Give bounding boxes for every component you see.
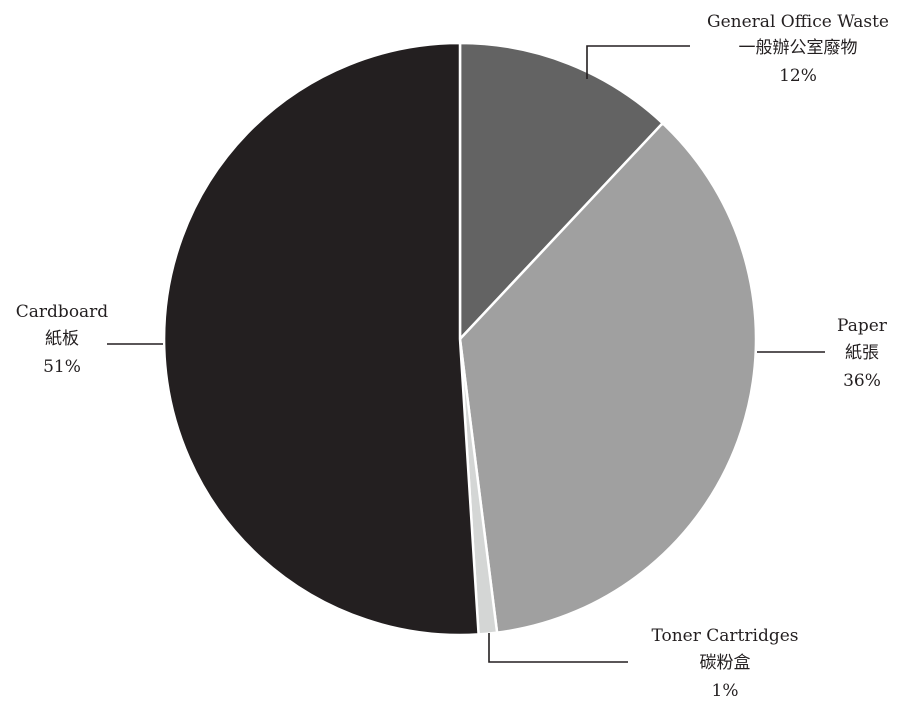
leader-line-toner-cartridges: [488, 633, 628, 663]
label-zh-toner-cartridges: 碳粉盒: [700, 653, 751, 673]
leader-line-general-office-waste: [586, 45, 690, 79]
label-zh-cardboard: 紙板: [45, 329, 79, 349]
label-en-cardboard: Cardboard: [16, 302, 109, 322]
pie-slice-cardboard: [162, 41, 480, 637]
label-zh-paper: 紙張: [845, 343, 879, 363]
pie-slice-paper: [458, 121, 758, 634]
label-zh-general-office-waste: 一般辦公室廢物: [739, 38, 858, 58]
leader-lines: [107, 45, 825, 663]
label-en-general-office-waste: General Office Waste: [707, 12, 889, 32]
label-pct-toner-cartridges: 1%: [712, 681, 739, 701]
label-pct-paper: 36%: [843, 371, 881, 391]
label-pct-cardboard: 51%: [43, 357, 81, 377]
label-en-toner-cartridges: Toner Cartridges: [651, 626, 798, 646]
label-en-paper: Paper: [837, 316, 888, 336]
pie-slices: [162, 41, 758, 637]
label-pct-general-office-waste: 12%: [779, 66, 817, 86]
slice-labels: General Office Waste 一般辦公室廢物 12% Paper 紙…: [16, 12, 889, 701]
pie-slice-general-office-waste: [458, 41, 664, 341]
